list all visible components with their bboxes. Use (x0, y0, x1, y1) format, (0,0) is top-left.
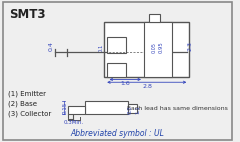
Text: 2.3: 2.3 (188, 41, 193, 51)
Text: 2.8: 2.8 (142, 84, 152, 89)
Bar (149, 14, 160, 22)
Bar (84, 101, 128, 114)
Text: (2) Base: (2) Base (8, 100, 37, 107)
Text: 0.05: 0.05 (152, 42, 157, 53)
Text: 0.8: 0.8 (128, 105, 133, 114)
Text: Abbreviated symbol : UL: Abbreviated symbol : UL (70, 130, 164, 138)
Bar (128, 104, 137, 113)
Text: 0.4: 0.4 (48, 41, 53, 51)
Bar (107, 37, 126, 53)
Bar (68, 106, 84, 114)
Text: 0.3Min.: 0.3Min. (64, 121, 84, 126)
Bar (104, 22, 189, 77)
Text: (1) Emitter: (1) Emitter (8, 90, 46, 97)
Text: 0.15: 0.15 (63, 101, 68, 114)
Text: 0.1: 0.1 (99, 44, 104, 52)
Text: 0.95: 0.95 (159, 41, 164, 53)
Text: 1.6: 1.6 (120, 81, 130, 86)
Text: SMT3: SMT3 (9, 8, 45, 21)
Bar (144, 22, 172, 77)
Bar (107, 63, 126, 77)
Text: (3) Collector: (3) Collector (8, 110, 51, 117)
Text: Each lead has same dimensions: Each lead has same dimensions (127, 106, 228, 111)
Text: 1.1: 1.1 (136, 105, 141, 114)
